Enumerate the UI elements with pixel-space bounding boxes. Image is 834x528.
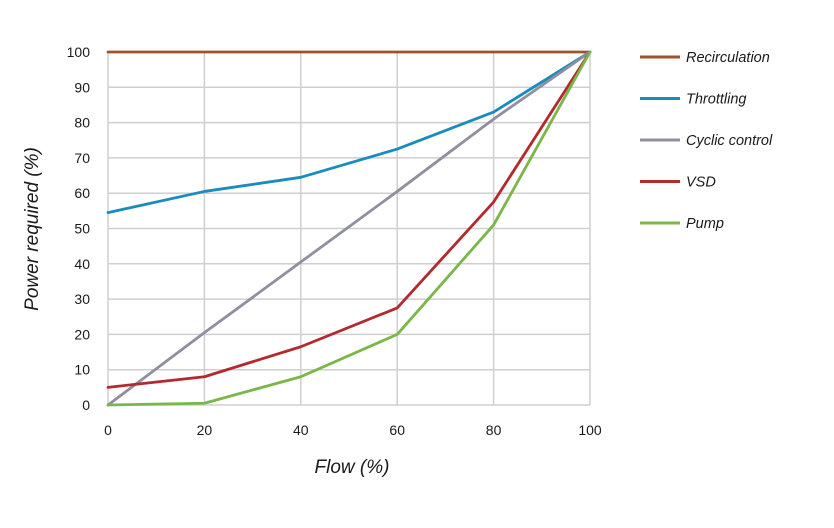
y-tick-label: 50	[74, 221, 90, 237]
series-line-throttling	[106, 50, 592, 215]
x-tick-label: 20	[197, 422, 213, 438]
legend-label-cyclic-control: Cyclic control	[686, 133, 773, 149]
series-line-pump	[106, 50, 592, 407]
legend: Recirculation Throttling Cyclic control VSD…	[640, 50, 773, 232]
y-tick-label: 90	[74, 79, 90, 95]
y-tick-label: 100	[67, 44, 91, 60]
series-line-cyclic-control	[106, 50, 592, 407]
y-tick-label: 40	[74, 256, 90, 272]
y-tick-label: 20	[74, 326, 90, 342]
y-axis-title: Power required (%)	[22, 147, 43, 311]
y-tick-label: 80	[74, 115, 90, 131]
legend-label-recirculation: Recirculation	[686, 50, 770, 66]
y-tick-label: 60	[74, 185, 90, 201]
y-tick-label: 30	[74, 291, 90, 307]
x-axis-title: Flow (%)	[315, 457, 390, 478]
series-lines	[106, 50, 592, 407]
y-tick-label: 0	[82, 397, 90, 413]
x-tick-label: 100	[578, 422, 602, 438]
y-tick-label: 70	[74, 150, 90, 166]
y-axis-tick-labels: 0 10 20 30 40 50 60 70 80 90 100	[67, 44, 91, 413]
legend-label-vsd: VSD	[686, 175, 716, 191]
series-line-vsd	[106, 50, 592, 389]
x-tick-label: 80	[486, 422, 502, 438]
x-axis-tick-labels: 0 20 40 60 80 100	[104, 422, 602, 438]
x-tick-label: 0	[104, 422, 112, 438]
y-tick-label: 10	[74, 362, 90, 378]
x-tick-label: 60	[389, 422, 405, 438]
legend-label-pump: Pump	[686, 216, 724, 232]
x-tick-label: 40	[293, 422, 309, 438]
legend-label-throttling: Throttling	[686, 92, 746, 108]
